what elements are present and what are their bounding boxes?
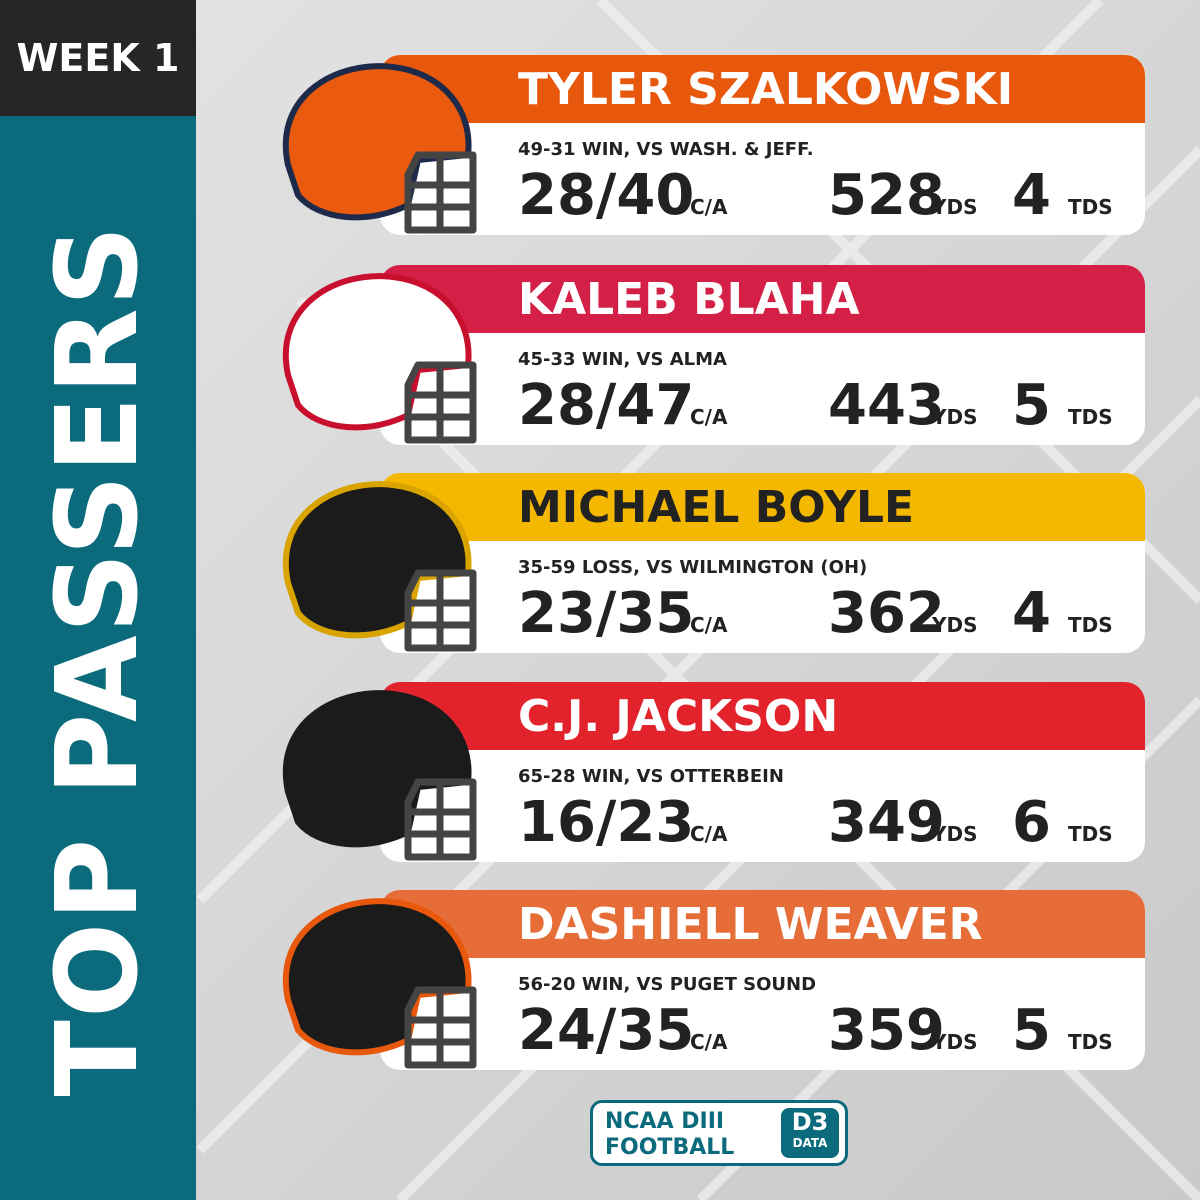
- passing-yards: 443: [828, 373, 945, 438]
- player-name: TYLER SZALKOWSKI: [380, 55, 1145, 123]
- game-result: 35-59 LOSS, VS WILMINGTON (OH): [518, 557, 868, 578]
- game-result: 49-31 WIN, VS WASH. & JEFF.: [518, 139, 814, 160]
- player-name: C.J. JACKSON: [380, 682, 1145, 750]
- passing-yards: 349: [828, 790, 945, 855]
- helmet: [283, 898, 477, 1069]
- stat-unit: YDS: [932, 195, 978, 219]
- player-name: KALEB BLAHA: [380, 265, 1145, 333]
- completions-attempts: 16/23: [518, 790, 695, 855]
- stat-unit: TDS: [1068, 613, 1113, 637]
- footer-logo: NCAA DIII FOOTBALL D3 DATA: [590, 1100, 848, 1166]
- completions-attempts: 23/35: [518, 581, 695, 646]
- logo-badge: D3 DATA: [781, 1108, 839, 1158]
- helmet: [283, 481, 477, 652]
- logo-line: NCAA DIII: [605, 1109, 725, 1134]
- stat-unit: YDS: [932, 405, 978, 429]
- completions-attempts: 24/35: [518, 998, 695, 1063]
- stat-unit: C/A: [690, 195, 728, 219]
- stat-unit: YDS: [932, 1030, 978, 1054]
- game-result: 65-28 WIN, VS OTTERBEIN: [518, 766, 784, 787]
- stat-unit: YDS: [932, 613, 978, 637]
- helmet: [283, 690, 477, 861]
- player-name: MICHAEL BOYLE: [380, 473, 1145, 541]
- helmet: [283, 273, 477, 444]
- logo-line: FOOTBALL: [605, 1135, 735, 1160]
- stat-unit: C/A: [690, 1030, 728, 1054]
- stat-unit: C/A: [690, 822, 728, 846]
- player-card: DASHIELL WEAVER 56-20 WIN, VS PUGET SOUND…: [380, 890, 1145, 1070]
- touchdowns: 4: [1012, 163, 1051, 228]
- player-card: MICHAEL BOYLE 35-59 LOSS, VS WILMINGTON (…: [380, 473, 1145, 653]
- passing-yards: 359: [828, 998, 945, 1063]
- stat-unit: TDS: [1068, 405, 1113, 429]
- sidebar: [0, 0, 196, 1200]
- player-card: TYLER SZALKOWSKI 49-31 WIN, VS WASH. & JE…: [380, 55, 1145, 235]
- player-name: DASHIELL WEAVER: [380, 890, 1145, 958]
- stat-unit: C/A: [690, 613, 728, 637]
- passing-yards: 528: [828, 163, 945, 228]
- player-card: KALEB BLAHA 45-33 WIN, VS ALMA 28/47 C/A 443…: [380, 265, 1145, 445]
- player-card: C.J. JACKSON 65-28 WIN, VS OTTERBEIN 16/23…: [380, 682, 1145, 862]
- touchdowns: 5: [1012, 373, 1051, 438]
- stat-unit: TDS: [1068, 822, 1113, 846]
- stat-unit: TDS: [1068, 195, 1113, 219]
- stat-unit: YDS: [932, 822, 978, 846]
- week-label: WEEK 1: [0, 0, 196, 116]
- touchdowns: 6: [1012, 790, 1051, 855]
- badge-subtext: DATA: [792, 1136, 828, 1150]
- page-title: TOP PASSERS: [33, 223, 163, 1097]
- passing-yards: 362: [828, 581, 945, 646]
- game-result: 45-33 WIN, VS ALMA: [518, 349, 727, 370]
- helmet: [283, 63, 477, 234]
- completions-attempts: 28/40: [518, 163, 695, 228]
- badge-text: D3: [791, 1108, 829, 1136]
- touchdowns: 4: [1012, 581, 1051, 646]
- game-result: 56-20 WIN, VS PUGET SOUND: [518, 974, 817, 995]
- completions-attempts: 28/47: [518, 373, 695, 438]
- stat-unit: C/A: [690, 405, 728, 429]
- touchdowns: 5: [1012, 998, 1051, 1063]
- stat-unit: TDS: [1068, 1030, 1113, 1054]
